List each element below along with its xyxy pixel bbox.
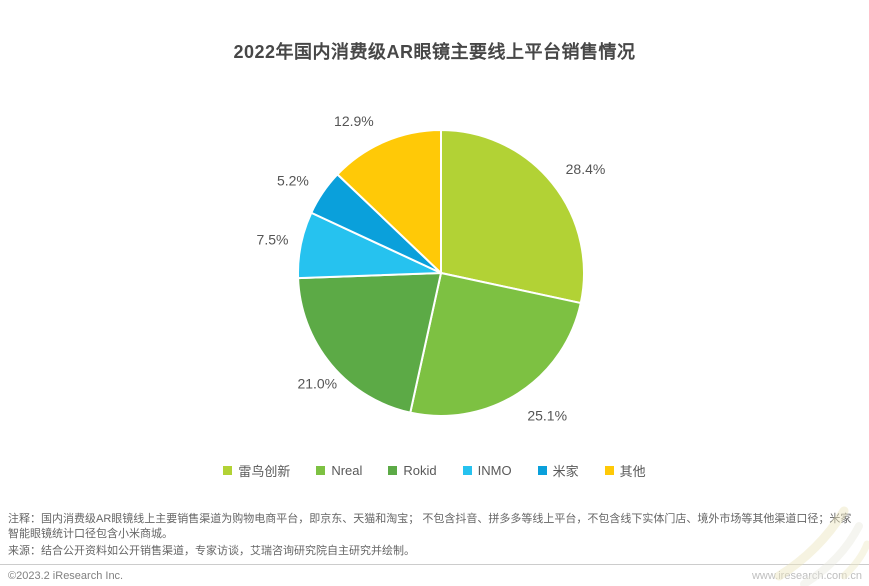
legend-item-5: 其他: [604, 461, 646, 480]
legend-marker-icon: [462, 466, 472, 475]
pie-chart: 28.4% 25.1% 21.0% 7.5% 5.2% 12.9%: [211, 95, 671, 451]
footer: 注释：国内消费级AR眼镜线上主要销售渠道为购物电商平台，即京东、天猫和淘宝； 不…: [8, 512, 862, 559]
pie-slice-label-3: 7.5%: [257, 232, 289, 248]
source-text: 来源：结合公开资料如公开销售渠道，专家访谈，艾瑞咨询研究院自主研究并绘制。: [8, 545, 415, 557]
pie-slice-5: [336, 129, 442, 274]
legend-label: 雷鸟创新: [238, 464, 291, 479]
legend-label: 其他: [619, 464, 646, 479]
pie-slice-label-4: 5.2%: [277, 173, 309, 189]
legend-label: Rokid: [403, 463, 437, 478]
legend-item-0: 雷鸟创新: [223, 461, 290, 480]
pie-slice-label-2: 21.0%: [297, 376, 337, 392]
legend-item-2: Rokid: [388, 463, 437, 478]
legend-label: 米家: [552, 464, 579, 479]
legend-label: INMO: [477, 463, 512, 478]
pie-slice-2: [297, 272, 442, 414]
legend-marker-icon: [604, 466, 614, 475]
copyright-row: ©2023.2 iResearch Inc. www.iresearch.com…: [8, 570, 862, 582]
copyright-text: ©2023.2 iResearch Inc.: [8, 570, 124, 582]
pie-slice-0: [440, 129, 585, 305]
pie-slice-label-1: 25.1%: [527, 407, 567, 423]
legend-item-1: Nreal: [316, 463, 362, 478]
legend-marker-icon: [316, 466, 326, 475]
pie-chart-svg: 28.4% 25.1% 21.0% 7.5% 5.2% 12.9%: [257, 113, 606, 423]
legend-marker-icon: [388, 466, 398, 475]
pie-slice-label-0: 28.4%: [566, 161, 606, 177]
legend-marker-icon: [537, 466, 547, 475]
footnote-text: 注释：国内消费级AR眼镜线上主要销售渠道为购物电商平台，即京东、天猫和淘宝； 不…: [8, 513, 852, 540]
footer-divider: [0, 564, 869, 565]
legend-item-3: INMO: [462, 463, 512, 478]
pie-slice-label-5: 12.9%: [334, 113, 374, 129]
legend-item-4: 米家: [537, 461, 579, 480]
pie-slice-1: [409, 272, 582, 417]
website-text: www.iresearch.com.cn: [751, 570, 862, 582]
chart-legend: 雷鸟创新 Nreal Rokid INMO 米家 其他: [0, 461, 869, 480]
page-title: 2022年国内消费级AR眼镜主要线上平台销售情况: [233, 42, 636, 62]
legend-marker-icon: [223, 466, 233, 475]
legend-label: Nreal: [331, 463, 363, 478]
